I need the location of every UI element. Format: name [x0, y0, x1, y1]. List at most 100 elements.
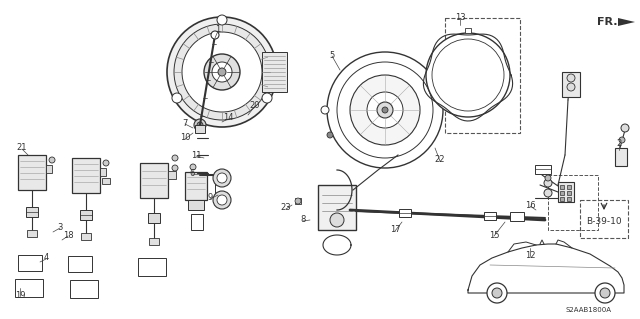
Bar	[188, 200, 204, 210]
Text: 18: 18	[63, 231, 74, 240]
Bar	[510, 212, 524, 221]
Bar	[535, 165, 551, 174]
Bar	[560, 191, 564, 195]
Bar	[27, 230, 37, 237]
Circle shape	[621, 124, 629, 132]
Circle shape	[295, 198, 301, 204]
Text: 10: 10	[180, 133, 190, 143]
Circle shape	[213, 169, 231, 187]
Bar	[100, 168, 106, 176]
Bar	[46, 165, 52, 173]
Text: 9: 9	[207, 194, 212, 203]
Bar	[560, 185, 564, 189]
Bar	[15, 279, 43, 297]
Bar	[18, 255, 42, 271]
Bar	[149, 238, 159, 245]
Circle shape	[330, 213, 344, 227]
Bar	[445, 18, 520, 133]
Circle shape	[220, 18, 224, 22]
Bar	[295, 198, 301, 204]
Bar	[18, 155, 46, 190]
Circle shape	[175, 96, 179, 100]
Circle shape	[619, 137, 625, 143]
Text: 6: 6	[189, 168, 195, 177]
Circle shape	[327, 52, 443, 168]
Bar	[465, 28, 471, 33]
Circle shape	[350, 75, 420, 145]
Circle shape	[49, 157, 55, 163]
Text: 22: 22	[435, 155, 445, 165]
Bar	[399, 209, 411, 217]
Text: 4: 4	[44, 254, 49, 263]
Text: 7: 7	[182, 118, 188, 128]
Text: 12: 12	[525, 250, 535, 259]
Text: 3: 3	[58, 222, 63, 232]
Bar	[80, 210, 92, 220]
Circle shape	[197, 122, 203, 128]
Circle shape	[432, 39, 504, 111]
Text: 1: 1	[216, 26, 221, 34]
Bar	[615, 148, 627, 166]
Circle shape	[172, 155, 178, 161]
Bar	[484, 212, 496, 220]
Bar	[148, 213, 160, 223]
Text: 13: 13	[454, 13, 465, 23]
Circle shape	[172, 165, 178, 171]
Bar	[102, 178, 110, 184]
Bar	[168, 171, 176, 179]
Circle shape	[595, 283, 615, 303]
Text: 14: 14	[223, 114, 233, 122]
Circle shape	[367, 92, 403, 128]
Text: 19: 19	[15, 291, 25, 300]
Text: 11: 11	[191, 151, 201, 160]
Circle shape	[567, 74, 575, 82]
Circle shape	[212, 62, 232, 82]
Circle shape	[213, 191, 231, 209]
Circle shape	[337, 62, 433, 158]
Bar	[262, 52, 287, 92]
Circle shape	[211, 31, 219, 39]
Bar	[548, 175, 598, 230]
Circle shape	[172, 93, 182, 103]
Circle shape	[182, 32, 262, 112]
Circle shape	[265, 96, 269, 100]
Circle shape	[600, 288, 610, 298]
Text: S2AAB1800A: S2AAB1800A	[565, 307, 611, 313]
Circle shape	[382, 107, 388, 113]
Circle shape	[217, 15, 227, 25]
Circle shape	[545, 175, 551, 181]
Circle shape	[567, 83, 575, 91]
Circle shape	[327, 132, 333, 138]
Text: 21: 21	[17, 144, 28, 152]
Text: 15: 15	[489, 231, 499, 240]
Bar	[318, 185, 356, 230]
Circle shape	[492, 288, 502, 298]
Bar	[580, 200, 628, 238]
Text: 2: 2	[616, 138, 621, 147]
Bar	[26, 207, 38, 217]
Circle shape	[204, 54, 240, 90]
Bar	[81, 233, 91, 240]
Bar	[138, 258, 166, 276]
Circle shape	[217, 195, 227, 205]
Text: B-39-10: B-39-10	[586, 217, 622, 226]
Circle shape	[544, 179, 552, 187]
Text: 8: 8	[300, 216, 306, 225]
Circle shape	[167, 17, 277, 127]
Text: 17: 17	[390, 226, 400, 234]
Bar	[140, 163, 168, 198]
Bar	[558, 182, 574, 202]
Circle shape	[217, 173, 227, 183]
Circle shape	[426, 33, 510, 117]
Circle shape	[544, 189, 552, 197]
Bar	[567, 191, 571, 195]
Bar	[560, 197, 564, 201]
Polygon shape	[618, 18, 635, 26]
Circle shape	[103, 160, 109, 166]
Bar	[195, 125, 205, 133]
Text: 5: 5	[330, 50, 335, 60]
Bar	[567, 185, 571, 189]
Bar	[562, 72, 580, 97]
Circle shape	[321, 106, 329, 114]
Text: 23: 23	[281, 204, 291, 212]
